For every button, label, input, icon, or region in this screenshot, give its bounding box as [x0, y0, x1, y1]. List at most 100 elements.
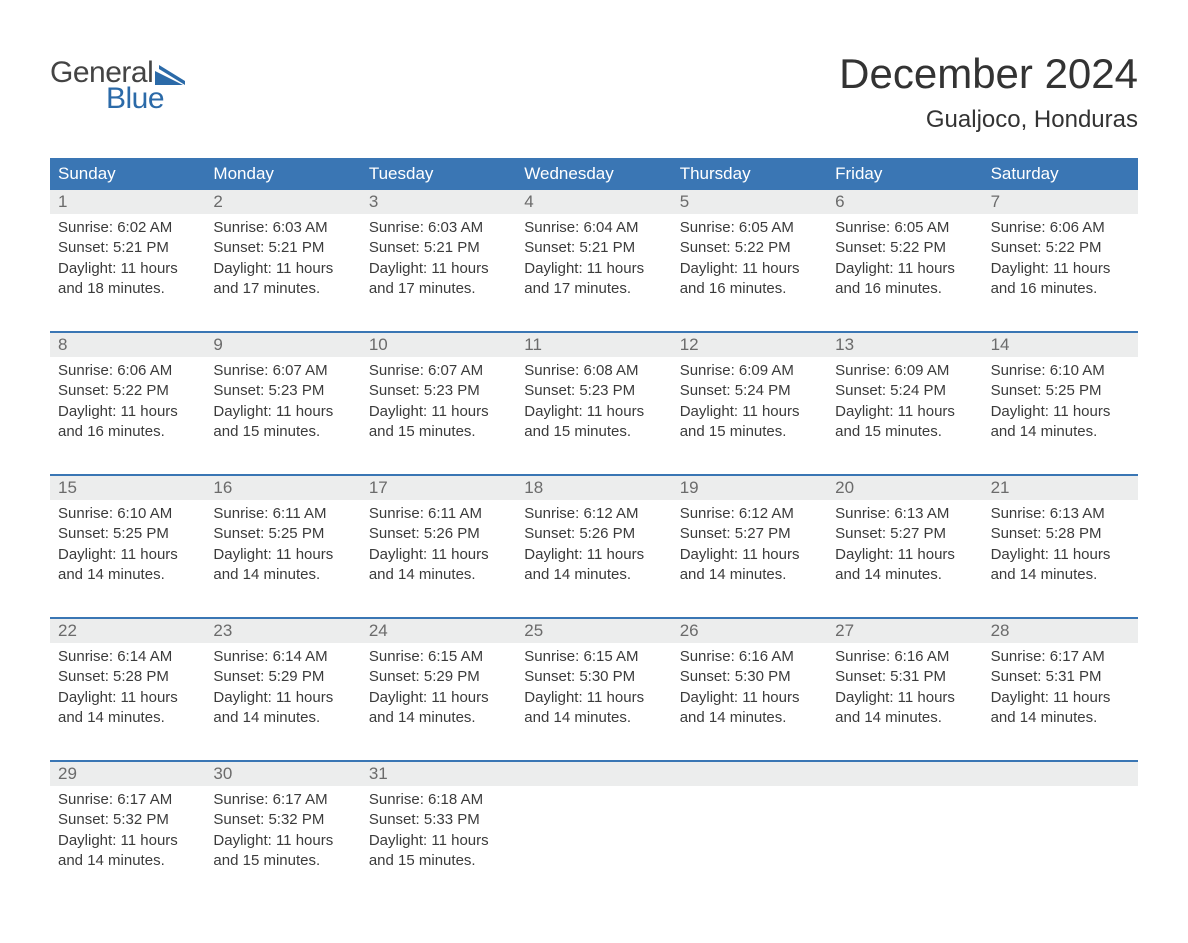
day-number: 6 — [827, 190, 982, 214]
daylight1-text: Daylight: 11 hours — [524, 688, 663, 708]
day-cell: Sunrise: 6:08 AMSunset: 5:23 PMDaylight:… — [516, 357, 671, 448]
day-number: 14 — [983, 333, 1138, 357]
sunset-text: Sunset: 5:25 PM — [58, 524, 197, 544]
daylight2-text: and 16 minutes. — [680, 279, 819, 299]
day-cell: Sunrise: 6:10 AMSunset: 5:25 PMDaylight:… — [50, 500, 205, 591]
daylight2-text: and 16 minutes. — [58, 422, 197, 442]
sunrise-text: Sunrise: 6:12 AM — [524, 504, 663, 524]
day-number: 20 — [827, 476, 982, 500]
daylight2-text: and 14 minutes. — [213, 565, 352, 585]
daylight2-text: and 14 minutes. — [58, 708, 197, 728]
day-number: 25 — [516, 619, 671, 643]
daylight1-text: Daylight: 11 hours — [680, 259, 819, 279]
daylight2-text: and 14 minutes. — [835, 565, 974, 585]
daylight1-text: Daylight: 11 hours — [991, 402, 1130, 422]
day-number: 8 — [50, 333, 205, 357]
day-cell: Sunrise: 6:12 AMSunset: 5:26 PMDaylight:… — [516, 500, 671, 591]
sunset-text: Sunset: 5:21 PM — [524, 238, 663, 258]
day-number: 28 — [983, 619, 1138, 643]
sunrise-text: Sunrise: 6:09 AM — [835, 361, 974, 381]
day-number — [827, 762, 982, 786]
weekday-header: Tuesday — [361, 158, 516, 190]
sunset-text: Sunset: 5:29 PM — [213, 667, 352, 687]
daylight1-text: Daylight: 11 hours — [58, 688, 197, 708]
day-cell: Sunrise: 6:17 AMSunset: 5:32 PMDaylight:… — [50, 786, 205, 877]
sunrise-text: Sunrise: 6:04 AM — [524, 218, 663, 238]
day-cell — [672, 786, 827, 877]
sunset-text: Sunset: 5:22 PM — [991, 238, 1130, 258]
sunrise-text: Sunrise: 6:03 AM — [369, 218, 508, 238]
day-number: 23 — [205, 619, 360, 643]
day-number: 2 — [205, 190, 360, 214]
daylight1-text: Daylight: 11 hours — [524, 259, 663, 279]
daylight1-text: Daylight: 11 hours — [369, 831, 508, 851]
weekday-header: Sunday — [50, 158, 205, 190]
calendar-week: 1234567Sunrise: 6:02 AMSunset: 5:21 PMDa… — [50, 190, 1138, 305]
sunset-text: Sunset: 5:30 PM — [524, 667, 663, 687]
sunset-text: Sunset: 5:22 PM — [58, 381, 197, 401]
daylight1-text: Daylight: 11 hours — [58, 831, 197, 851]
sunrise-text: Sunrise: 6:03 AM — [213, 218, 352, 238]
daylight2-text: and 14 minutes. — [524, 565, 663, 585]
sunrise-text: Sunrise: 6:17 AM — [991, 647, 1130, 667]
day-cell: Sunrise: 6:06 AMSunset: 5:22 PMDaylight:… — [50, 357, 205, 448]
day-cell: Sunrise: 6:09 AMSunset: 5:24 PMDaylight:… — [827, 357, 982, 448]
daylight1-text: Daylight: 11 hours — [213, 259, 352, 279]
day-number: 16 — [205, 476, 360, 500]
day-number: 15 — [50, 476, 205, 500]
day-cell: Sunrise: 6:14 AMSunset: 5:29 PMDaylight:… — [205, 643, 360, 734]
day-cell: Sunrise: 6:09 AMSunset: 5:24 PMDaylight:… — [672, 357, 827, 448]
sunset-text: Sunset: 5:30 PM — [680, 667, 819, 687]
day-number — [983, 762, 1138, 786]
sunset-text: Sunset: 5:31 PM — [835, 667, 974, 687]
logo-text-bottom: Blue — [106, 82, 187, 116]
sunset-text: Sunset: 5:23 PM — [524, 381, 663, 401]
calendar-week: 293031Sunrise: 6:17 AMSunset: 5:32 PMDay… — [50, 760, 1138, 877]
day-number: 7 — [983, 190, 1138, 214]
sunrise-text: Sunrise: 6:02 AM — [58, 218, 197, 238]
day-cell: Sunrise: 6:05 AMSunset: 5:22 PMDaylight:… — [827, 214, 982, 305]
sunrise-text: Sunrise: 6:14 AM — [58, 647, 197, 667]
day-number: 9 — [205, 333, 360, 357]
daylight1-text: Daylight: 11 hours — [680, 545, 819, 565]
sunset-text: Sunset: 5:33 PM — [369, 810, 508, 830]
daynum-row: 22232425262728 — [50, 619, 1138, 643]
daylight2-text: and 14 minutes. — [58, 851, 197, 871]
sunset-text: Sunset: 5:28 PM — [991, 524, 1130, 544]
day-cell: Sunrise: 6:13 AMSunset: 5:27 PMDaylight:… — [827, 500, 982, 591]
day-number: 30 — [205, 762, 360, 786]
daylight1-text: Daylight: 11 hours — [524, 402, 663, 422]
sunset-text: Sunset: 5:21 PM — [213, 238, 352, 258]
sunset-text: Sunset: 5:24 PM — [680, 381, 819, 401]
day-cell — [516, 786, 671, 877]
day-cell — [827, 786, 982, 877]
day-cell: Sunrise: 6:02 AMSunset: 5:21 PMDaylight:… — [50, 214, 205, 305]
day-cell: Sunrise: 6:14 AMSunset: 5:28 PMDaylight:… — [50, 643, 205, 734]
day-cell: Sunrise: 6:16 AMSunset: 5:31 PMDaylight:… — [827, 643, 982, 734]
day-number: 21 — [983, 476, 1138, 500]
sunset-text: Sunset: 5:26 PM — [369, 524, 508, 544]
daylight1-text: Daylight: 11 hours — [991, 688, 1130, 708]
daynum-row: 15161718192021 — [50, 476, 1138, 500]
sunset-text: Sunset: 5:21 PM — [369, 238, 508, 258]
title-block: December 2024 Gualjoco, Honduras — [839, 50, 1138, 134]
day-cell: Sunrise: 6:06 AMSunset: 5:22 PMDaylight:… — [983, 214, 1138, 305]
calendar-week: 891011121314Sunrise: 6:06 AMSunset: 5:22… — [50, 331, 1138, 448]
daylight1-text: Daylight: 11 hours — [680, 402, 819, 422]
daylight1-text: Daylight: 11 hours — [369, 688, 508, 708]
sunrise-text: Sunrise: 6:15 AM — [524, 647, 663, 667]
sunrise-text: Sunrise: 6:16 AM — [835, 647, 974, 667]
daylight2-text: and 14 minutes. — [991, 708, 1130, 728]
sunrise-text: Sunrise: 6:10 AM — [58, 504, 197, 524]
sunrise-text: Sunrise: 6:10 AM — [991, 361, 1130, 381]
day-cell: Sunrise: 6:07 AMSunset: 5:23 PMDaylight:… — [361, 357, 516, 448]
sunset-text: Sunset: 5:27 PM — [680, 524, 819, 544]
daylight2-text: and 17 minutes. — [524, 279, 663, 299]
sunrise-text: Sunrise: 6:07 AM — [369, 361, 508, 381]
weekday-header: Thursday — [672, 158, 827, 190]
daylight1-text: Daylight: 11 hours — [58, 402, 197, 422]
day-number: 3 — [361, 190, 516, 214]
weekday-header: Monday — [205, 158, 360, 190]
day-number: 5 — [672, 190, 827, 214]
sunrise-text: Sunrise: 6:16 AM — [680, 647, 819, 667]
